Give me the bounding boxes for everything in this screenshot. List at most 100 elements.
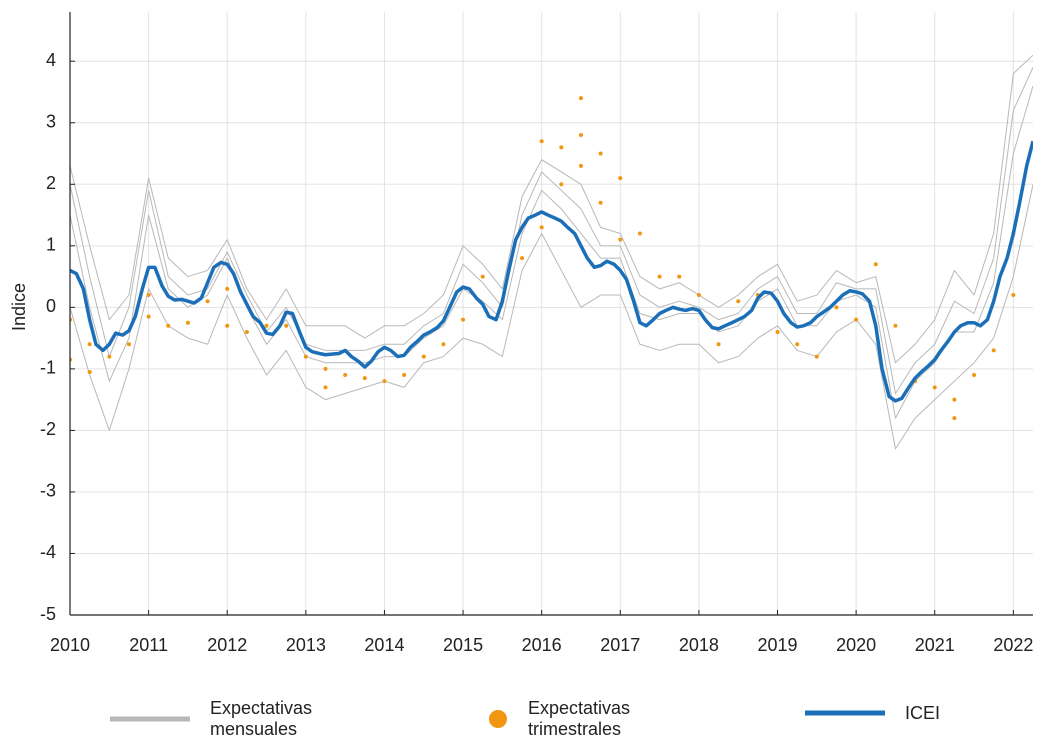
- y-tick-label: 4: [46, 50, 56, 70]
- dot: [87, 342, 92, 347]
- axes: -5 -4 -3 -2 -1 0 1 2 3 4 2010 2011 2012 2013 2014 2015 2…: [40, 12, 1033, 655]
- legend: Expectativas mensuales Expectativas trime…: [0, 690, 1037, 743]
- dot: [362, 376, 367, 381]
- dot: [814, 354, 819, 359]
- dot: [696, 293, 701, 298]
- x-tick-label: 2022: [993, 635, 1033, 655]
- y-tick-label: 1: [46, 235, 56, 255]
- dot: [972, 373, 977, 378]
- dot: [677, 274, 682, 279]
- x-tick-label: 2019: [757, 635, 797, 655]
- x-tick-label: 2016: [522, 635, 562, 655]
- y-tick-label: -5: [40, 604, 56, 624]
- dot: [795, 342, 800, 347]
- dot: [539, 139, 544, 144]
- dot: [284, 323, 289, 328]
- legend-symbol: [805, 710, 885, 716]
- dot: [323, 385, 328, 390]
- dot: [87, 369, 92, 374]
- dot: [578, 133, 583, 138]
- dot: [441, 342, 446, 347]
- grid: [69, 12, 1033, 616]
- dot: [716, 342, 721, 347]
- legend-dot: [489, 710, 507, 728]
- dot: [225, 286, 230, 291]
- x-tick-label: 2015: [443, 635, 483, 655]
- dot: [657, 274, 662, 279]
- x-tick-label: 2020: [836, 635, 876, 655]
- x-tick-label: 2021: [915, 635, 955, 655]
- x-tick-label: 2014: [364, 635, 404, 655]
- series-line: [70, 184, 1033, 450]
- series-line: [70, 67, 1033, 394]
- dot: [991, 348, 996, 353]
- dot: [146, 293, 151, 298]
- x-tick-label: 2012: [207, 635, 247, 655]
- x-tick-label: 2018: [679, 635, 719, 655]
- dot: [932, 385, 937, 390]
- dot: [323, 366, 328, 371]
- dot: [598, 200, 603, 205]
- x-tick-label: 2017: [600, 635, 640, 655]
- dot: [166, 323, 171, 328]
- dot: [382, 379, 387, 384]
- dot: [578, 163, 583, 168]
- dot: [598, 151, 603, 156]
- dot: [893, 323, 898, 328]
- dot: [146, 314, 151, 319]
- dot: [303, 354, 308, 359]
- y-tick-label: 2: [46, 173, 56, 193]
- dot: [559, 145, 564, 150]
- dot: [126, 342, 131, 347]
- dot: [618, 237, 623, 242]
- dot: [873, 262, 878, 267]
- dot: [402, 373, 407, 378]
- dot: [775, 329, 780, 334]
- dot: [952, 397, 957, 402]
- dot: [578, 96, 583, 101]
- legend-label: ICEI: [905, 702, 941, 723]
- y-tick-label: -4: [40, 542, 56, 562]
- y-axis-label: Indice: [9, 283, 29, 331]
- y-tick-label: -1: [40, 358, 56, 378]
- legend-label: Expectativas mensuales: [210, 698, 313, 739]
- y-tick-label: -3: [40, 481, 56, 501]
- legend-item: Expectativas trimestrales: [488, 698, 658, 740]
- dot: [539, 225, 544, 230]
- legend-item: ICEI: [805, 698, 1035, 728]
- legend-item: Expectativas mensuales: [110, 698, 340, 740]
- dot: [264, 323, 269, 328]
- series-line: [70, 140, 1033, 403]
- dot: [1011, 293, 1016, 298]
- dot: [637, 231, 642, 236]
- x-tick-label: 2010: [50, 635, 90, 655]
- chart: -5 -4 -3 -2 -1 0 1 2 3 4 2010 2011 2012 2013 2014 2015 2…: [9, 12, 1033, 655]
- dot: [834, 305, 839, 310]
- dot: [421, 354, 426, 359]
- dot: [480, 274, 485, 279]
- y-tick-label: 3: [46, 112, 56, 132]
- dot: [244, 329, 249, 334]
- dot: [854, 317, 859, 322]
- legend-label: Expectativas trimestrales: [528, 698, 631, 739]
- series-line: [70, 54, 1033, 364]
- dot: [618, 176, 623, 181]
- dot: [559, 182, 564, 187]
- dot: [520, 256, 525, 261]
- dot: [952, 416, 957, 421]
- x-tick-label: 2011: [129, 635, 168, 655]
- dot: [343, 373, 348, 378]
- y-tick-label: -2: [40, 419, 56, 439]
- legend-symbol: [489, 710, 507, 728]
- x-tick-label: 2013: [286, 635, 326, 655]
- legend-symbol: [110, 716, 190, 722]
- y-tick-label: 0: [46, 296, 56, 316]
- dot: [225, 323, 230, 328]
- dot: [185, 320, 190, 325]
- dot: [107, 354, 112, 359]
- dot: [736, 299, 741, 304]
- plot-area: [70, 54, 1033, 450]
- dot: [205, 299, 210, 304]
- dot: [461, 317, 466, 322]
